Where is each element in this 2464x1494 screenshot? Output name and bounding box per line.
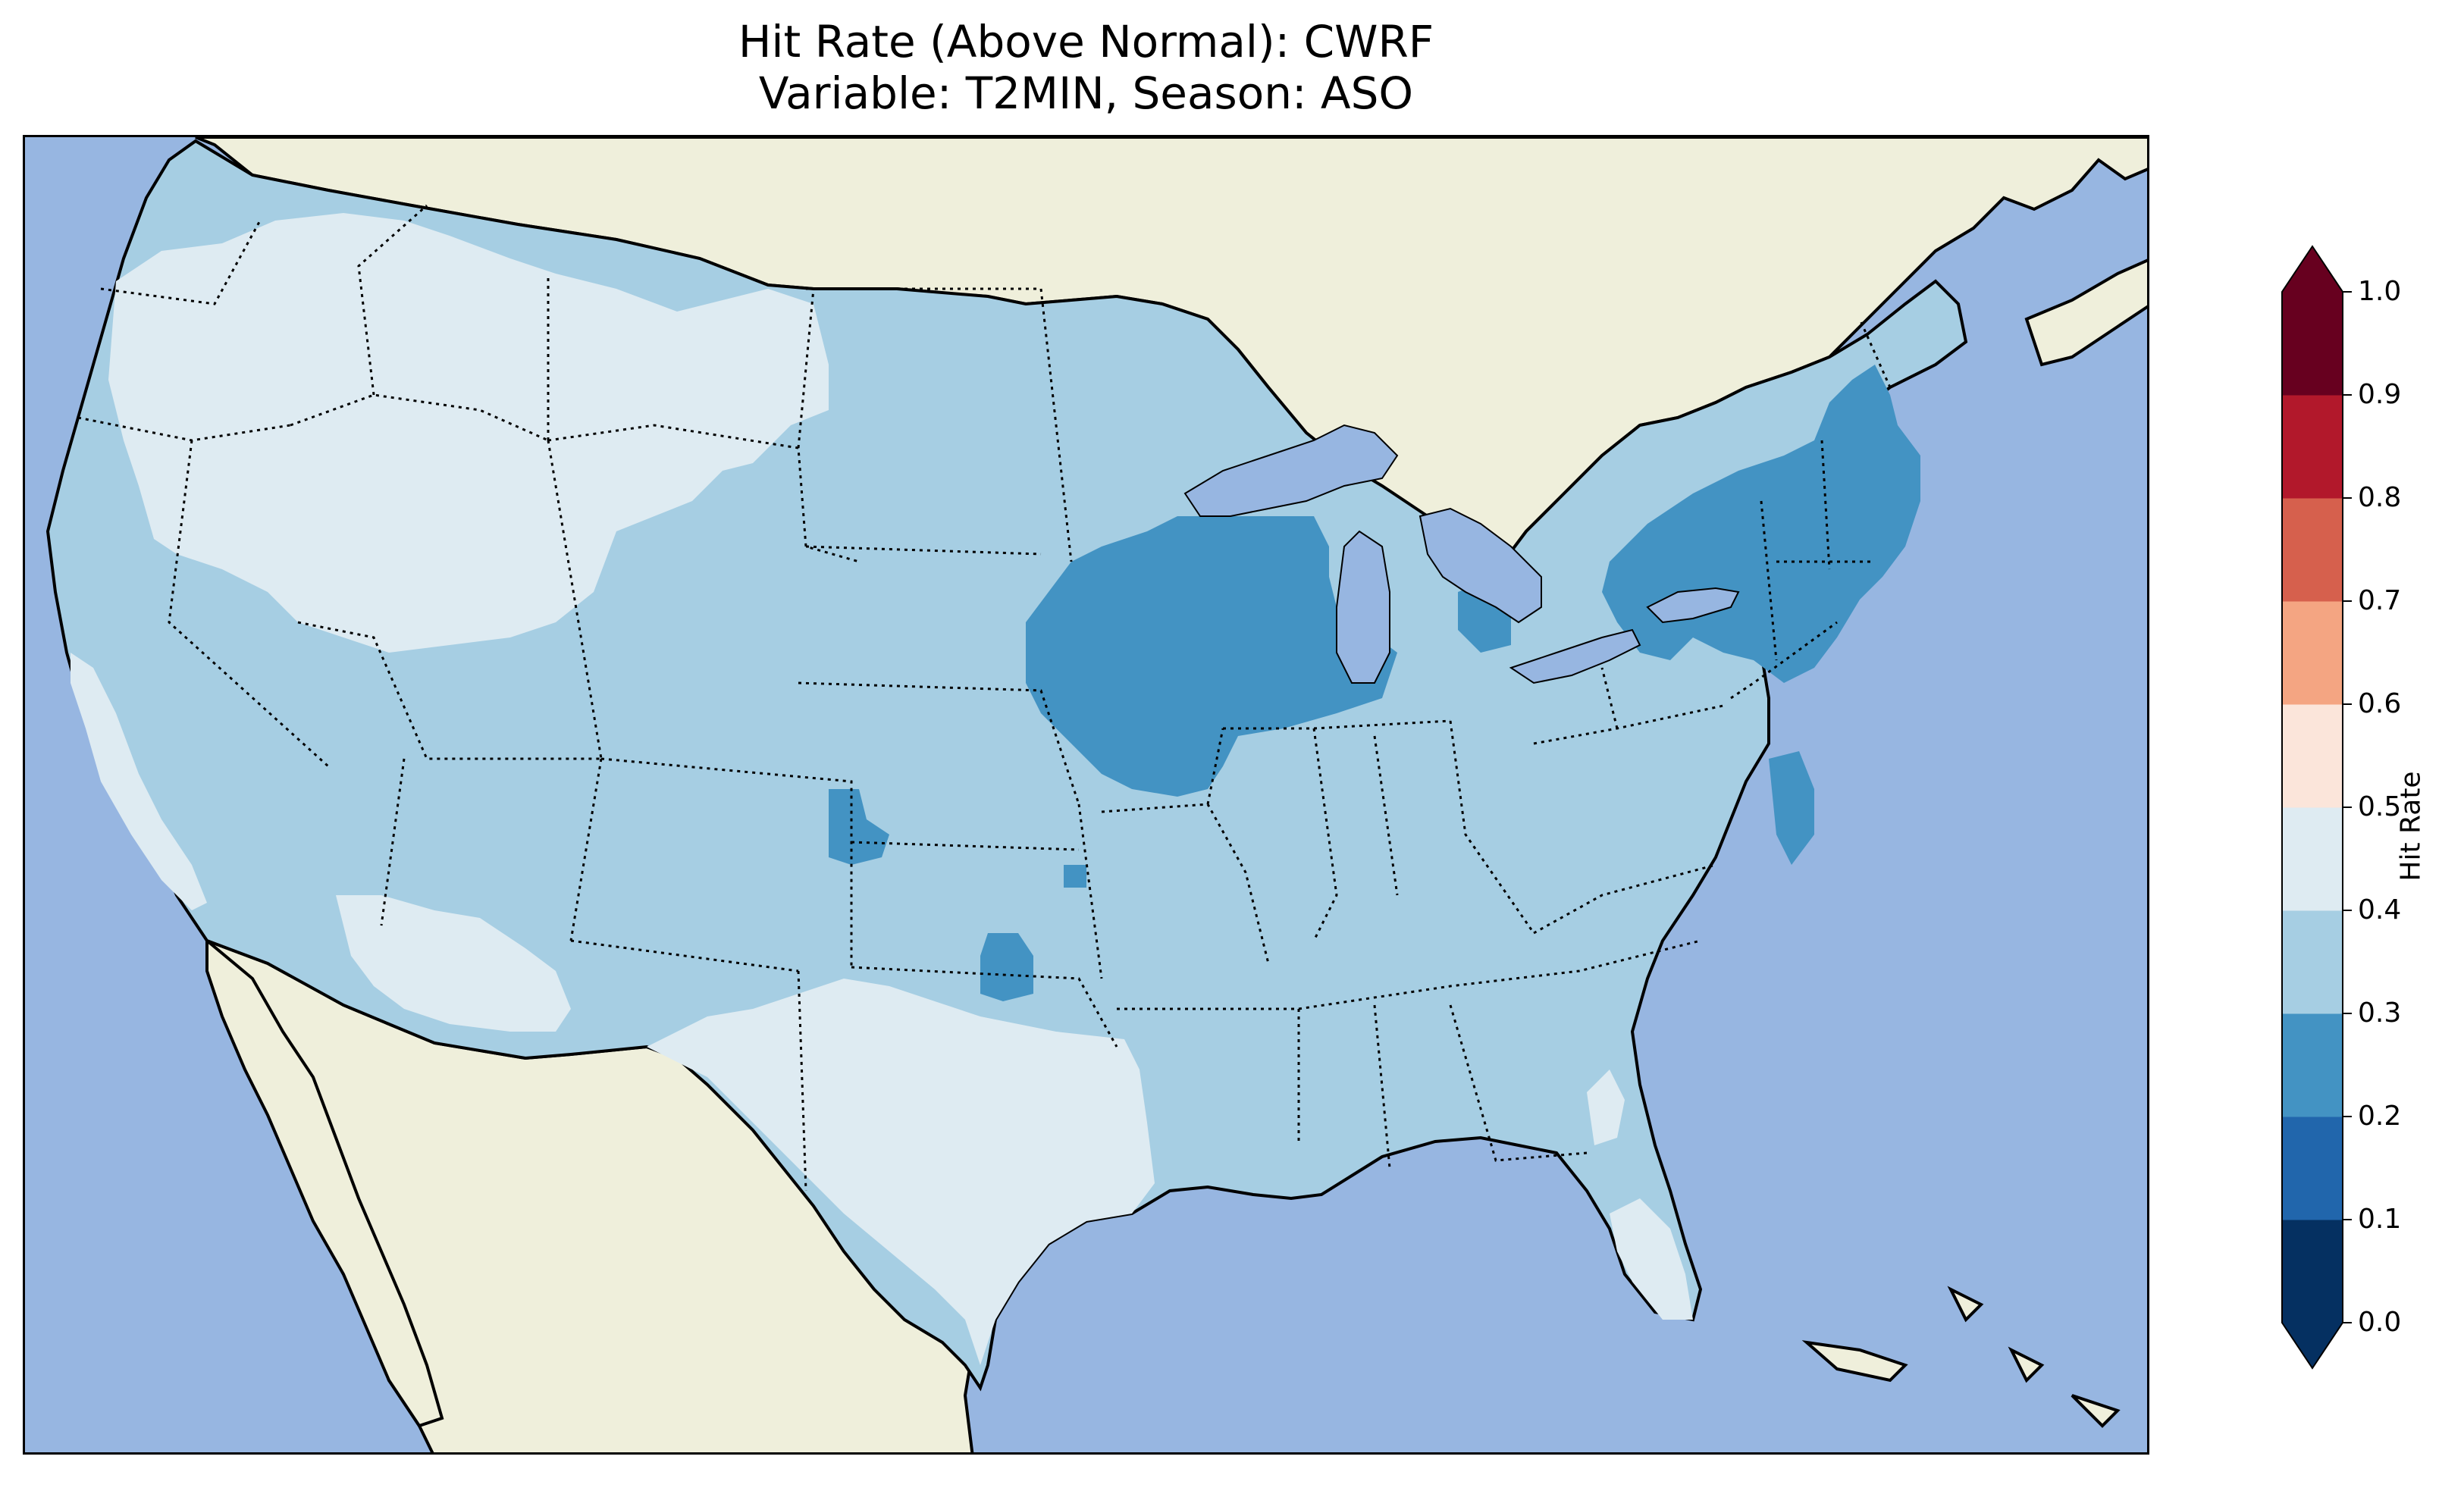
- kansas-dark-patch: [1064, 865, 1086, 888]
- map-panel: [23, 135, 2149, 1455]
- lake-erie: [1509, 628, 1641, 684]
- colorbar-tick-label: 0.7: [2358, 585, 2402, 616]
- colorbar-extend-min: [2282, 1323, 2343, 1368]
- west-light-region: [108, 213, 829, 653]
- colorbar-tick-label: 0.5: [2358, 791, 2402, 822]
- colorbar-tick-label: 0.0: [2358, 1307, 2402, 1338]
- colorbar-tick-label: 0.6: [2358, 688, 2402, 719]
- lake-superior: [1183, 424, 1399, 517]
- colorbar-tick-label: 0.1: [2358, 1204, 2402, 1235]
- california-coast-light: [71, 653, 207, 910]
- colorbar-svg: [2281, 245, 2352, 1370]
- lake-ontario: [1646, 587, 1740, 624]
- carolina-light-region: [1587, 1070, 1625, 1145]
- baja-land: [205, 937, 444, 1428]
- colorbar-bin: [2282, 1117, 2343, 1220]
- colorbar-bin: [2282, 910, 2343, 1014]
- upper-midwest-dark-region: [1026, 516, 1397, 797]
- colorado-dark-patch: [829, 789, 889, 865]
- lake-michigan: [1336, 530, 1390, 684]
- map-title-line-2: Variable: T2MIN, Season: ASO: [758, 67, 1414, 119]
- colorbar-bin: [2282, 807, 2343, 911]
- colorbar-tick-label: 0.3: [2358, 998, 2402, 1029]
- colorbar-bin: [2282, 395, 2343, 499]
- colorbar-tick-label: 0.8: [2358, 482, 2402, 513]
- southwest-light-region: [336, 895, 571, 1032]
- colorbar-bin: [2282, 498, 2343, 602]
- colorbar-extend-max: [2282, 246, 2343, 292]
- colorbar-tick-label: 0.4: [2358, 894, 2402, 926]
- lake-huron: [1419, 507, 1542, 624]
- colorbar: [2267, 231, 2464, 1383]
- state-borders: [77, 204, 1892, 1192]
- colorbar-bin: [2282, 601, 2343, 705]
- colorbar-bin: [2282, 292, 2343, 396]
- colorbar-bin: [2282, 1013, 2343, 1117]
- colorbar-bin: [2282, 1220, 2343, 1323]
- colorbar-label: Hit Rate: [2395, 771, 2427, 882]
- maritimes-land: [2024, 258, 2147, 367]
- oklahoma-dark-patch: [980, 933, 1033, 1001]
- florida-light-region: [1610, 1198, 1693, 1320]
- colorbar-tick-label: 0.2: [2358, 1101, 2402, 1132]
- texas-light-region: [647, 979, 1155, 1365]
- colorbar-tick-label: 1.0: [2358, 276, 2402, 307]
- delmarva-dark-region: [1769, 751, 1814, 865]
- colorbar-bin: [2282, 704, 2343, 808]
- colorbar-tick-label: 0.9: [2358, 379, 2402, 410]
- caribbean-islands: [1801, 1286, 2121, 1428]
- map-title-line-1: Hit Rate (Above Normal): CWRF: [738, 16, 1434, 67]
- map-canvas: [25, 137, 2147, 1452]
